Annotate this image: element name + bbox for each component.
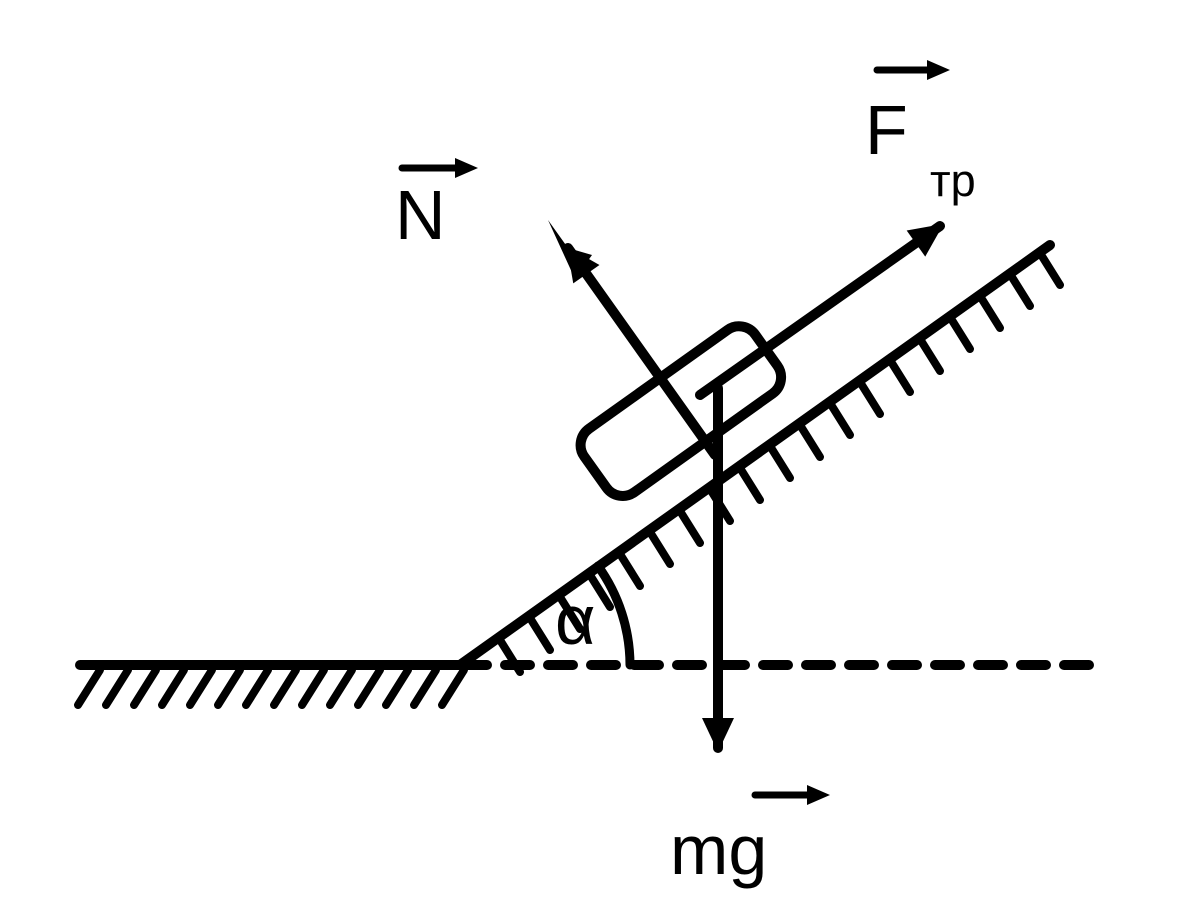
f-vector-overarrow-head	[927, 60, 950, 80]
angle-label: α	[555, 580, 595, 660]
normal-force-label: N	[395, 175, 446, 255]
physics-diagram	[0, 0, 1177, 923]
ground-hatching	[78, 670, 464, 705]
n-vector-overarrow-head	[455, 158, 478, 178]
friction-force-vector	[700, 226, 940, 395]
friction-force-label: F	[865, 90, 908, 170]
angle-arc	[598, 566, 630, 665]
g-vector-overarrow-head	[807, 785, 830, 805]
friction-force-subscript: тр	[930, 155, 976, 207]
incline-line	[460, 245, 1050, 665]
weight-label: mg	[670, 810, 767, 890]
